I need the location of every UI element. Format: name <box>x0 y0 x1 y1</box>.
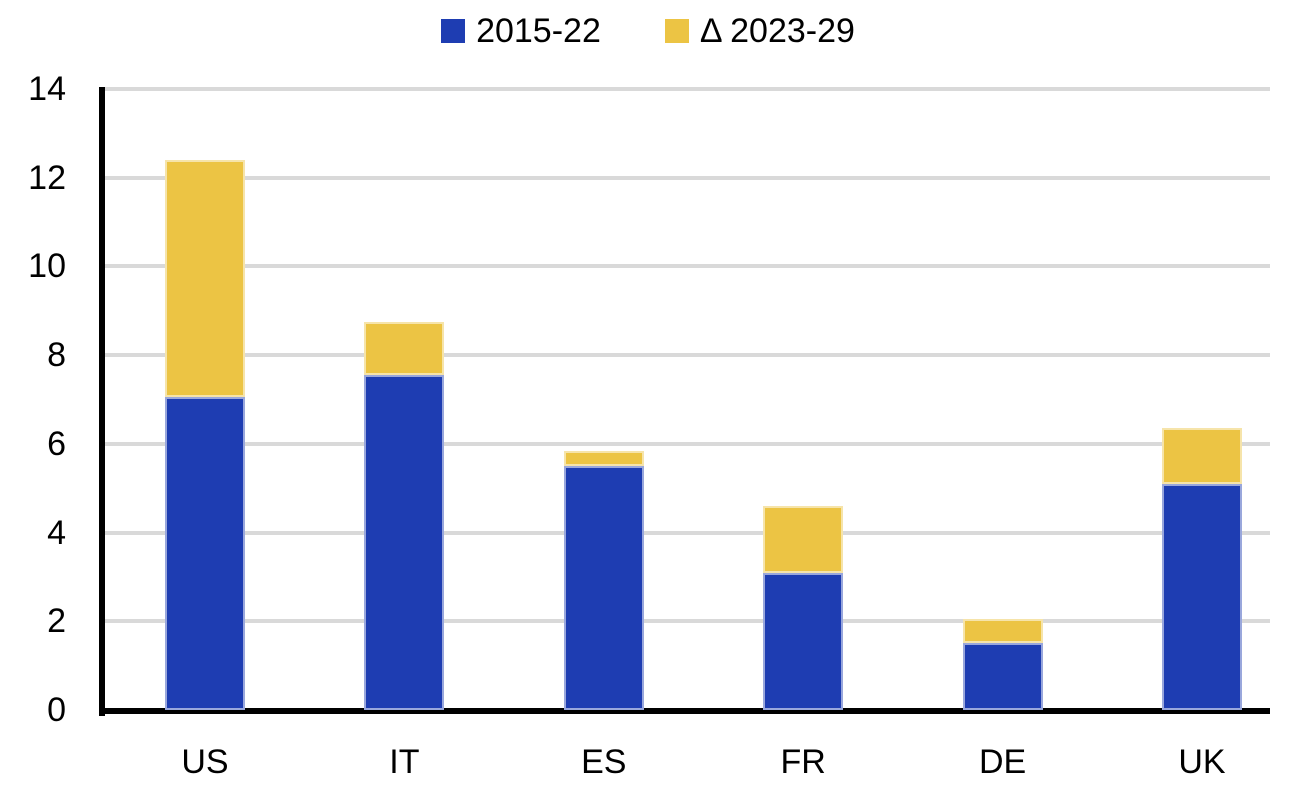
bar-fr-base <box>763 572 844 710</box>
legend-item-2: Δ 2023-29 <box>664 12 855 50</box>
bar-it-base <box>364 375 445 710</box>
x-axis-line <box>99 708 1270 714</box>
gridline-y-4 <box>105 530 1270 535</box>
bar-fr-delta <box>763 505 844 573</box>
y-tick-6: 6 <box>47 424 66 463</box>
x-axis-category-labels: US IT ES FR DE UK <box>0 740 1296 784</box>
legend-label: Δ 2023-29 <box>699 12 855 50</box>
legend-swatch-icon <box>664 19 689 43</box>
chart-legend: 2015-22 Δ 2023-29 <box>0 14 1296 48</box>
gridline-y-14 <box>105 87 1270 91</box>
bar-uk-base <box>1162 483 1242 710</box>
bar-es-base <box>563 466 644 710</box>
legend-item-1: 2015-22 <box>441 14 601 48</box>
bar-us-delta <box>165 160 245 398</box>
y-tick-2: 2 <box>47 602 66 641</box>
legend-label: 2015-22 <box>476 12 601 50</box>
gridline-y-2 <box>105 619 1270 624</box>
y-tick-10: 10 <box>28 247 66 286</box>
gridline-y-6 <box>105 441 1270 446</box>
bar-de-base <box>962 643 1043 710</box>
y-tick-12: 12 <box>28 158 66 197</box>
gridline-y-12 <box>105 175 1270 180</box>
gridline-y-8 <box>105 353 1270 358</box>
gridline-y-10 <box>105 264 1270 269</box>
x-label-fr: FR <box>780 743 826 781</box>
x-label-us: US <box>181 743 229 781</box>
y-tick-0: 0 <box>47 691 66 729</box>
y-axis-line <box>99 87 105 716</box>
bar-uk-delta <box>1162 428 1242 484</box>
bar-de-delta <box>962 619 1043 644</box>
y-axis-tick-labels: 0 2 4 6 8 10 12 14 <box>0 72 66 727</box>
bar-it-delta <box>364 321 445 376</box>
x-label-de: DE <box>978 743 1027 781</box>
plot-area <box>99 87 1270 716</box>
legend-swatch-icon <box>441 19 466 43</box>
x-label-it: IT <box>389 743 420 781</box>
x-label-uk: UK <box>1178 743 1226 781</box>
y-tick-14: 14 <box>28 70 66 108</box>
x-label-es: ES <box>581 743 627 781</box>
bar-es-delta <box>563 450 644 467</box>
y-tick-8: 8 <box>47 336 66 375</box>
y-tick-4: 4 <box>47 513 66 552</box>
bar-us-base <box>165 397 245 710</box>
